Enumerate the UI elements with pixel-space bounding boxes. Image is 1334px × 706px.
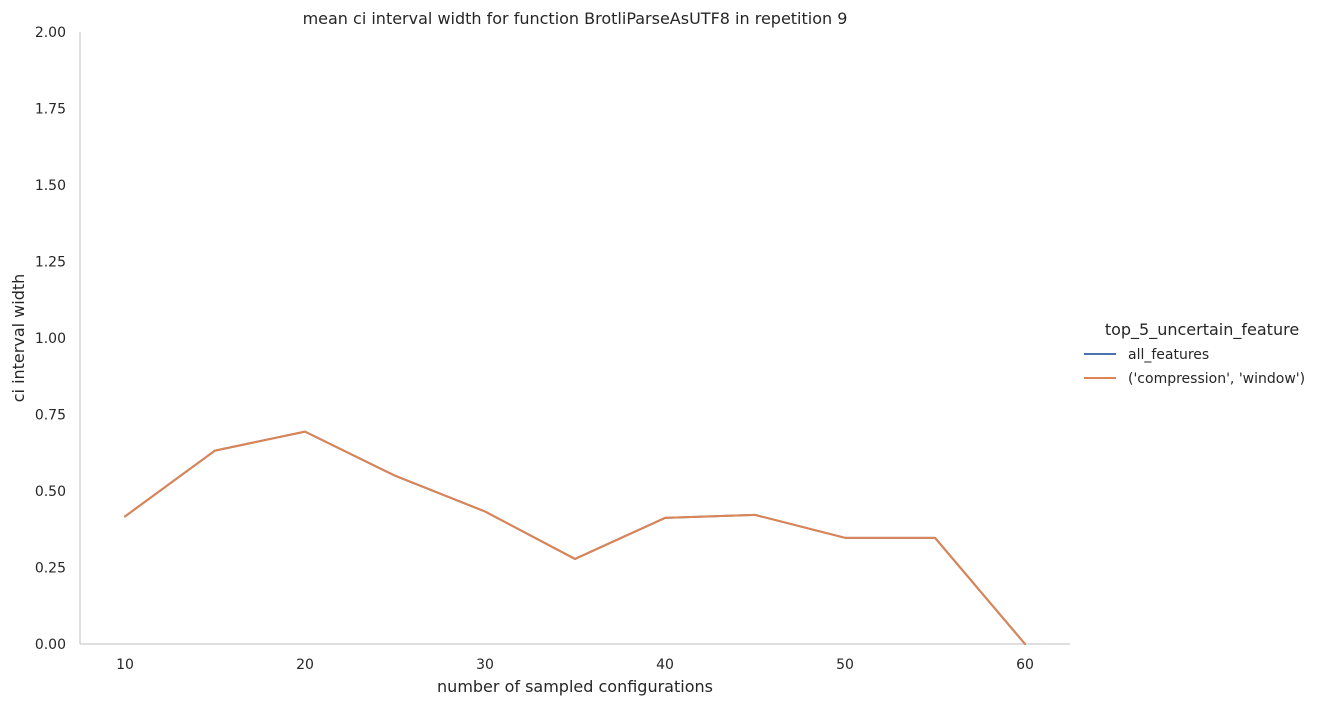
y-axis-label: ci interval width [9, 274, 28, 403]
legend-label-1: ('compression', 'window') [1128, 371, 1305, 387]
x-tick-label: 10 [116, 657, 134, 673]
series-line-1 [124, 430, 1026, 645]
x-tick-label: 60 [1016, 657, 1034, 673]
y-tick-label: 0.25 [35, 561, 66, 577]
x-tick-label: 30 [476, 657, 494, 673]
x-tick-label: 40 [656, 657, 674, 673]
legend-label-0: all_features [1128, 347, 1209, 363]
x-tick-label: 50 [836, 657, 854, 673]
y-tick-label: 1.75 [35, 102, 66, 118]
y-tick-label: 0.00 [35, 637, 66, 653]
y-tick-label: 1.00 [35, 331, 66, 347]
legend: top_5_uncertain_feature all_features ('co… [1084, 320, 1305, 387]
chart-title: mean ci interval width for function Brot… [303, 9, 848, 28]
y-tick-label: 0.50 [35, 484, 66, 500]
x-ticks: 10 20 30 40 50 60 [116, 657, 1034, 673]
legend-items: all_features ('compression', 'window') [1084, 347, 1305, 387]
x-axis-label: number of sampled configurations [437, 677, 713, 696]
y-tick-label: 1.25 [35, 255, 66, 271]
y-tick-label: 1.50 [35, 178, 66, 194]
legend-title: top_5_uncertain_feature [1105, 320, 1299, 340]
series-lines [124, 430, 1026, 645]
plot-area: 0.00 0.25 0.50 0.75 1.00 1.25 1.50 1.75 2.00 10 2… [35, 25, 1070, 673]
y-tick-label: 0.75 [35, 408, 66, 424]
x-tick-label: 20 [296, 657, 314, 673]
y-ticks: 0.00 0.25 0.50 0.75 1.00 1.25 1.50 1.75 2.00 [35, 25, 66, 653]
y-tick-label: 2.00 [35, 25, 66, 41]
